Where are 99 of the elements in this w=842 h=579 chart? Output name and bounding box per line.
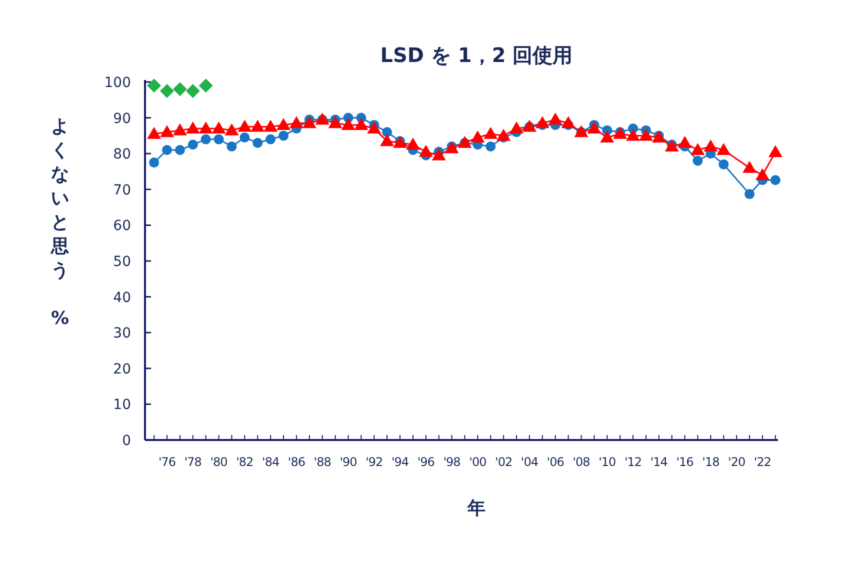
x-tick-label: '86 <box>288 455 305 469</box>
point <box>690 143 705 156</box>
point <box>174 145 185 156</box>
x-tick-label: '14 <box>650 455 668 469</box>
y-tick-label: 30 <box>113 326 131 342</box>
point <box>380 134 394 146</box>
point <box>289 116 304 128</box>
point <box>486 141 496 152</box>
point <box>367 122 382 134</box>
x-axis-title: 年 <box>466 498 486 519</box>
point <box>160 125 174 138</box>
y-tick-label: 100 <box>104 75 131 91</box>
point <box>214 134 224 144</box>
x-tick-label: '82 <box>236 455 254 469</box>
point <box>162 145 172 156</box>
point <box>302 116 316 128</box>
point <box>186 122 200 134</box>
point <box>406 138 420 150</box>
point <box>278 130 289 141</box>
point <box>484 126 498 139</box>
x-tick-label: '00 <box>469 455 486 469</box>
x-tick-label: '04 <box>520 455 538 469</box>
y-tick-label: 10 <box>113 397 131 414</box>
point <box>160 84 174 98</box>
text: よくないと思う % <box>50 116 70 329</box>
point <box>470 130 485 142</box>
point <box>638 128 653 141</box>
point <box>770 175 780 186</box>
x-tick-label: '90 <box>340 455 357 469</box>
point <box>704 139 718 152</box>
point <box>240 132 250 142</box>
x-tick-label: '06 <box>546 455 564 469</box>
y-tick-label: 70 <box>113 182 131 198</box>
point <box>238 120 252 132</box>
point <box>252 138 263 148</box>
point <box>744 189 755 200</box>
y-tick-label: 0 <box>122 433 131 449</box>
point <box>718 159 729 170</box>
x-tick-label: '92 <box>366 455 383 469</box>
point <box>496 128 511 141</box>
x-tick-label: '22 <box>754 455 772 469</box>
y-tick-label: 90 <box>113 110 131 127</box>
point <box>266 134 276 144</box>
point <box>198 122 213 134</box>
x-tick-label: '98 <box>443 455 460 469</box>
y-tick-label: 40 <box>113 290 131 306</box>
x-tick-label: '02 <box>495 455 512 469</box>
point <box>382 127 392 138</box>
point <box>510 122 524 134</box>
x-tick-label: '08 <box>572 455 590 469</box>
point <box>172 123 187 136</box>
x-tick-label: '18 <box>702 455 720 469</box>
x-tick-label: '76 <box>158 455 176 469</box>
point <box>755 168 770 180</box>
point <box>264 120 278 132</box>
point <box>587 122 602 134</box>
x-tick-label: '96 <box>417 455 434 469</box>
x-tick-label: '20 <box>728 455 746 469</box>
point <box>716 143 731 156</box>
y-tick-label: 50 <box>113 254 131 270</box>
point <box>212 122 226 134</box>
chart-title: LSD を 1，2 回使用 <box>380 43 573 67</box>
point <box>678 136 692 148</box>
x-tick-label: '88 <box>314 455 331 469</box>
point <box>226 141 237 152</box>
point <box>186 84 200 98</box>
y-tick-label: 20 <box>113 361 131 378</box>
point <box>354 118 368 130</box>
point <box>172 82 187 96</box>
point <box>692 156 703 166</box>
point <box>224 123 239 136</box>
x-tick-label: '84 <box>262 455 280 469</box>
x-tick-label: '78 <box>184 455 202 469</box>
point <box>600 130 614 142</box>
point <box>328 116 342 128</box>
point <box>418 144 433 157</box>
x-tick-label: '16 <box>676 455 694 469</box>
point <box>147 126 162 139</box>
y-tick-label: 60 <box>113 218 131 234</box>
point <box>742 160 757 173</box>
point <box>198 78 213 93</box>
point <box>768 145 782 158</box>
point <box>548 112 562 125</box>
point <box>432 148 446 160</box>
point <box>341 118 356 130</box>
x-tick-label: '94 <box>391 455 409 469</box>
point <box>561 116 576 128</box>
point <box>250 120 265 132</box>
point <box>626 128 640 141</box>
x-tick-label: '80 <box>210 455 228 469</box>
x-tick-label: '10 <box>598 455 616 469</box>
point <box>535 116 550 128</box>
point <box>276 118 291 130</box>
point <box>149 158 160 168</box>
point <box>147 78 162 93</box>
y-tick-label: 80 <box>113 146 131 163</box>
point <box>188 140 198 150</box>
point <box>200 134 211 144</box>
x-tick-label: '12 <box>624 455 642 469</box>
